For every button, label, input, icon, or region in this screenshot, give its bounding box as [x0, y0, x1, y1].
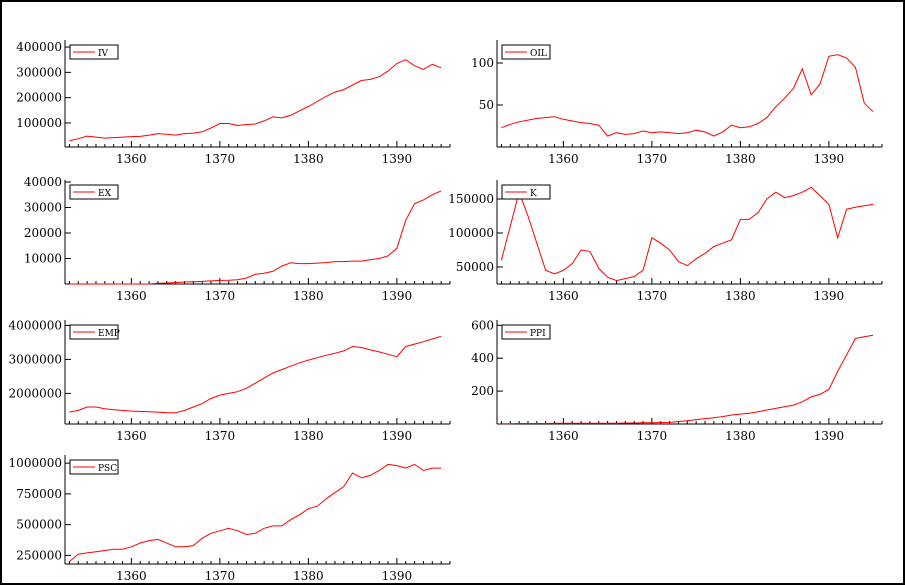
y-tick-label: 4000000 [9, 318, 62, 332]
series-line-emp [69, 335, 442, 414]
x-tick-label: 1370 [205, 152, 236, 166]
x-tick-label: 1390 [382, 569, 413, 583]
legend-label: PSC [98, 464, 117, 474]
x-tick-label: 1380 [725, 152, 756, 166]
series-line-oil [501, 54, 874, 137]
chart-panel-k: 1360 1370 1380 1390 50000 100000 150000 K [448, 180, 883, 303]
y-tick-label: 200 [471, 384, 494, 398]
x-tick-label: 1370 [205, 429, 236, 443]
legend-label: EX [98, 189, 112, 199]
x-tick-label: 1360 [116, 569, 147, 583]
y-tick-label: 50 [479, 98, 494, 112]
x-tick-label: 1380 [725, 429, 756, 443]
y-tick-label: 2000000 [9, 386, 62, 400]
x-tick-label: 1360 [116, 289, 147, 303]
chart-panel-iv: 1360 1370 1380 1390 100000 200000 300000 400000… [16, 40, 451, 166]
x-tick-label: 1380 [725, 289, 756, 303]
x-tick-label: 1390 [382, 289, 413, 303]
x-tick-label: 1360 [116, 429, 147, 443]
series-line-ex [69, 190, 442, 285]
y-tick-label: 200000 [16, 91, 62, 105]
y-tick-label: 20000 [24, 226, 62, 240]
legend-label: PPI [530, 329, 546, 339]
y-tick-label: 150000 [448, 192, 494, 206]
legend-label: IV [98, 49, 109, 59]
chart-panel-emp: 1360 1370 1380 1390 2000000 3000000 4000000 EMP [9, 318, 451, 443]
y-tick-label: 300000 [16, 65, 62, 79]
y-tick-label: 50000 [456, 260, 494, 274]
y-tick-label: 3000000 [9, 352, 62, 366]
x-tick-label: 1380 [293, 429, 324, 443]
legend-label: EMP [98, 329, 120, 339]
x-tick-label: 1370 [205, 569, 236, 583]
chart-panel-psc: 1360 1370 1380 1390 250000 500000 750000 100000… [9, 455, 451, 583]
legend-label: K [530, 189, 537, 199]
x-tick-label: 1370 [637, 429, 668, 443]
x-tick-label: 1390 [382, 429, 413, 443]
y-tick-label: 40000 [24, 175, 62, 189]
x-tick-label: 1390 [814, 289, 845, 303]
x-tick-label: 1390 [814, 429, 845, 443]
series-line-k [500, 186, 874, 282]
chart-panel-ex: 1360 1370 1380 1390 10000 20000 30000 40000 EX [24, 175, 451, 303]
x-tick-label: 1380 [293, 289, 324, 303]
chart-panel-ppi: 1360 1370 1380 1390 200 400 600 PPI [471, 318, 883, 443]
y-tick-label: 250000 [16, 548, 62, 562]
y-tick-label: 100 [471, 56, 494, 70]
series-line-ppi [501, 334, 874, 425]
y-tick-label: 400000 [16, 40, 62, 54]
y-tick-label: 100000 [16, 116, 62, 130]
y-tick-label: 400 [471, 351, 494, 365]
x-tick-label: 1360 [548, 429, 579, 443]
y-tick-label: 30000 [24, 201, 62, 215]
y-tick-label: 750000 [16, 487, 62, 501]
x-tick-label: 1360 [116, 152, 147, 166]
y-tick-label: 500000 [16, 518, 62, 532]
legend-label: OIL [530, 49, 547, 59]
x-tick-label: 1360 [548, 152, 579, 166]
chart-panel-oil: 1360 1370 1380 1390 50 100 OIL [471, 40, 883, 166]
x-tick-label: 1380 [293, 152, 324, 166]
x-tick-label: 1370 [637, 152, 668, 166]
x-tick-label: 1390 [814, 152, 845, 166]
y-tick-label: 1000000 [9, 456, 62, 470]
series-line-iv [69, 59, 442, 142]
x-tick-label: 1370 [205, 289, 236, 303]
y-tick-label: 10000 [24, 252, 62, 266]
x-tick-label: 1370 [637, 289, 668, 303]
y-tick-label: 100000 [448, 226, 494, 240]
x-tick-label: 1390 [382, 152, 413, 166]
y-tick-label: 600 [471, 318, 494, 332]
series-line-psc [69, 463, 442, 562]
x-tick-label: 1380 [293, 569, 324, 583]
x-tick-label: 1360 [548, 289, 579, 303]
